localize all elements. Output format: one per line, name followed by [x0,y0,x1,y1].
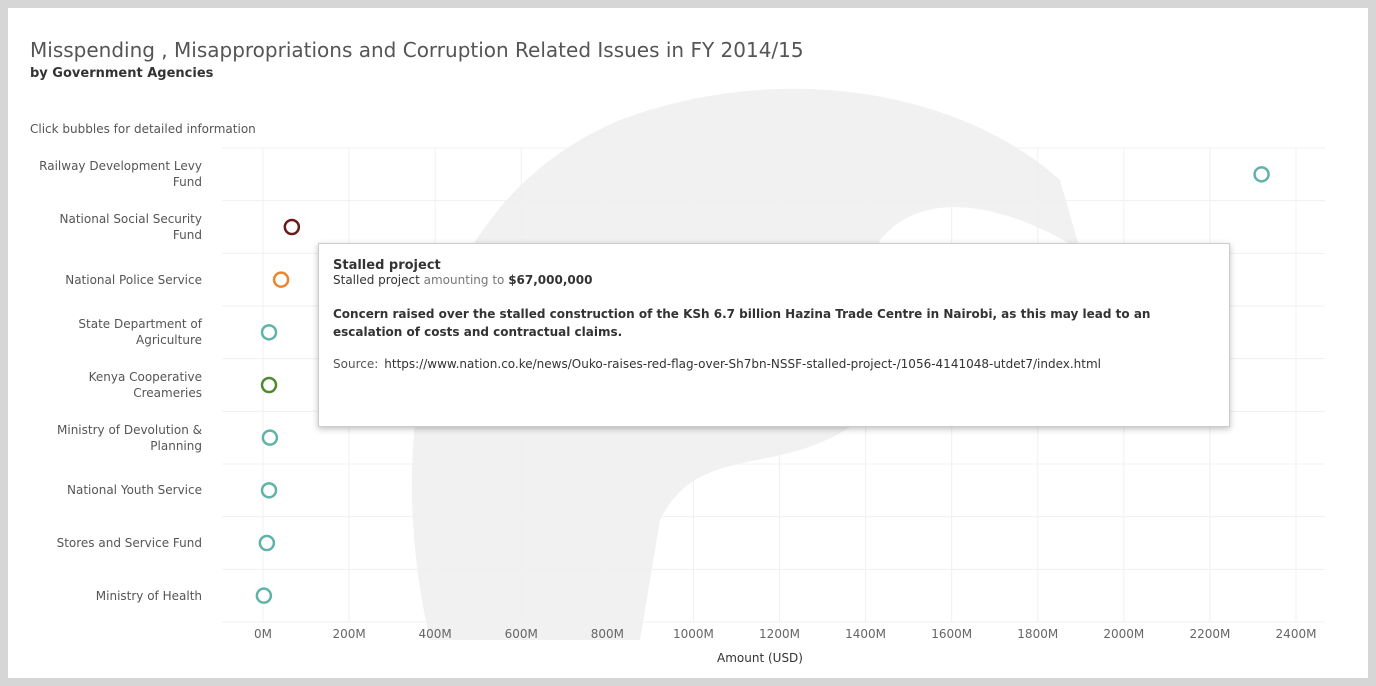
tooltip-mid: amounting to [423,273,505,287]
x-tick-label: 1000M [672,627,714,641]
y-category-label: Ministry of Health [95,588,202,603]
x-tick-label: 1800M [1017,627,1059,641]
bubble[interactable] [260,482,278,499]
x-tick-label: 0M [254,627,272,641]
tooltip-description: Concern raised over the stalled construc… [333,307,1151,339]
y-category-label: Kenya Cooperative Creameries [88,370,202,400]
y-category-label: National Youth Service [67,483,202,498]
chart-title: Misspending , Misappropriations and Corr… [30,38,804,62]
tooltip: Stalled project Stalled project amountin… [318,243,1230,427]
x-tick-label: 400M [418,627,452,641]
bubble[interactable] [1253,166,1270,183]
y-category-label: Ministry of Devolution & Planning [57,422,202,453]
bubble[interactable] [283,218,301,236]
tooltip-source-label: Source: [333,357,379,371]
tooltip-amount: $67,000,000 [508,273,593,287]
x-tick-label: 1600M [931,627,973,641]
x-tick-label: 600M [504,627,538,641]
tooltip-title: Stalled project [333,258,441,273]
bubble[interactable] [261,429,279,446]
x-tick-label: 1400M [845,627,887,641]
x-tick-label: 800M [590,627,624,641]
bubble[interactable] [260,376,278,394]
note: Click bubbles for detailed information [30,122,256,136]
x-tick-label: 200M [332,627,366,641]
x-axis-label: Amount (USD) [717,651,803,665]
y-category-label: State Department of Agriculture [78,317,202,348]
tooltip-lead: Stalled project [333,273,420,287]
bubble[interactable] [260,324,278,341]
bubble[interactable] [258,534,276,552]
y-category-label: Stores and Service Fund [56,536,202,550]
y-category-label: National Social Security Fund [59,212,203,242]
y-category-label: Railway Development Levy Fund [39,159,202,190]
tooltip-source: Source: https://www.nation.co.ke/news/Ouk… [333,355,1213,373]
x-tick-label: 2400M [1275,627,1317,641]
tooltip-source-url: https://www.nation.co.ke/news/Ouko-raise… [384,357,1101,371]
chart-subtitle: by Government Agencies [30,66,214,81]
x-tick-label: 2000M [1103,627,1145,641]
bubble[interactable] [255,587,273,604]
x-tick-label: 1200M [759,627,800,641]
y-category-label: National Police Service [65,272,202,287]
bubble[interactable] [272,271,290,288]
tooltip-amount-line: Stalled project amounting to $67,000,000 [333,273,1213,287]
x-tick-label: 2200M [1189,627,1231,641]
